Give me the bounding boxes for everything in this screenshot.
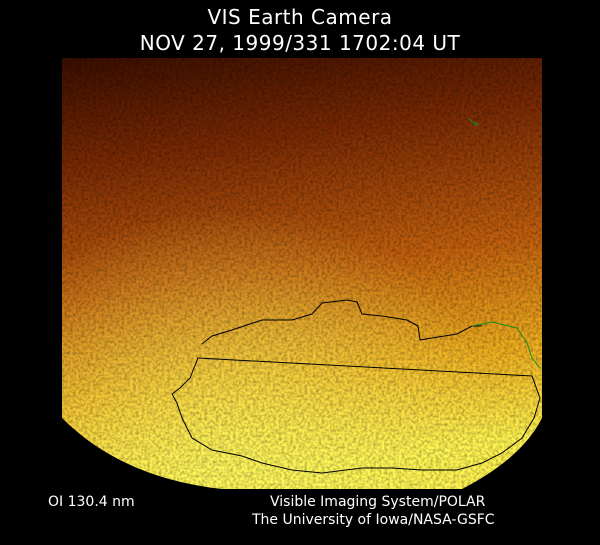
image-timestamp: NOV 27, 1999/331 1702:04 UT [139,31,461,55]
earth-camera-image [62,58,542,489]
coastline [171,299,541,474]
image-title: VIS Earth Camera [207,5,393,29]
filter-label: OI 130.4 nm [48,494,135,510]
institution-label: The University of Iowa/NASA-GSFC [252,512,495,528]
earth-limb-shadow [62,418,222,489]
coastline-green [467,117,541,369]
instrument-label: Visible Imaging System/POLAR [270,494,486,510]
